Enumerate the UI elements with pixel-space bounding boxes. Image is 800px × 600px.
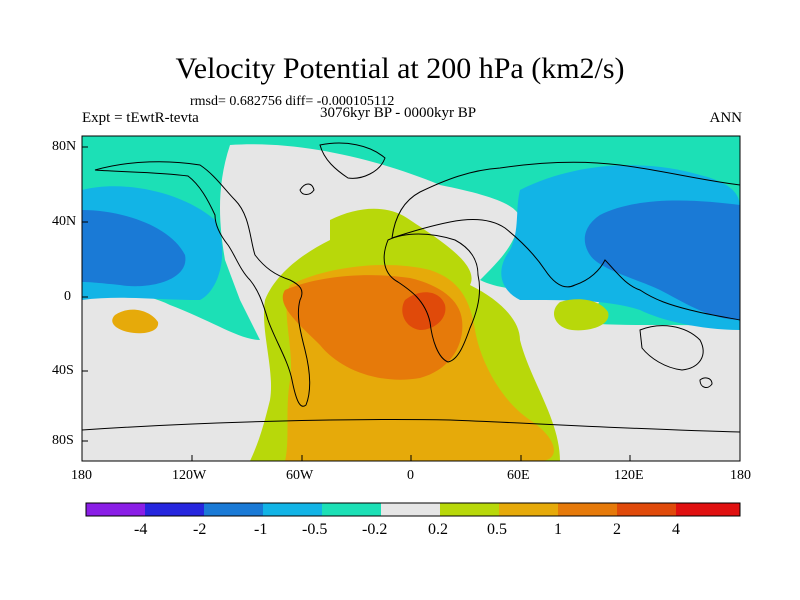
season-label: ANN [709,110,743,126]
field-pos-max [402,292,446,330]
colorbar-swatch [322,503,381,516]
colorbar-swatch [145,503,204,516]
field-pos-indian [553,299,609,331]
map-frame [81,135,741,462]
x-tick-label: 0 [407,468,414,483]
colorbar-swatch [86,503,145,516]
colorbar-label: 1 [554,521,562,538]
y-tick-label: 40S [52,363,74,378]
experiment-label: Expt = tEwtR-tevta [82,110,199,126]
colorbar-label: -0.5 [302,521,328,538]
plot-title: Velocity Potential at 200 hPa (km2/s) [175,52,625,85]
colorbar-swatch [381,503,440,516]
field-neg-pacific-core [82,210,186,287]
x-tick-label: 120W [172,468,207,483]
colorbar-label: -2 [193,521,207,538]
colorbar [85,502,741,517]
y-tick-label: 80N [52,139,77,154]
x-tick-label: 180 [730,468,751,483]
x-tick-label: 180 [71,468,92,483]
colorbar-swatch [617,503,676,516]
colorbar-swatch [676,503,740,516]
colorbar-label: 0.2 [428,521,448,538]
map-field [82,136,740,461]
stats-line: rmsd= 0.682756 diff= -0.000105112 [190,94,395,109]
x-tick-label: 60E [507,468,530,483]
colorbar-swatch [263,503,322,516]
period-label: 3076kyr BP - 0000kyr BP [320,105,477,121]
x-tick-label: 120E [614,468,644,483]
colorbar-swatch [204,503,263,516]
axis-ticks [81,146,741,461]
coastlines [82,142,740,433]
colorbar-swatch [558,503,617,516]
y-tick-label: 80S [52,433,74,448]
x-tick-label: 60W [286,468,314,483]
colorbar-swatch [499,503,558,516]
colorbar-label: -1 [254,521,268,538]
field-pos-pacific-dot [112,309,159,334]
colorbar-label: -0.2 [362,521,388,538]
colorbar-label: 2 [613,521,621,538]
colorbar-label: 4 [672,521,680,538]
y-tick-label: 0 [64,289,71,304]
y-tick-label: 40N [52,214,77,229]
colorbar-label: 0.5 [487,521,507,538]
colorbar-swatch [440,503,499,516]
colorbar-label: -4 [134,521,148,538]
field-neg-asia-core [584,200,740,320]
